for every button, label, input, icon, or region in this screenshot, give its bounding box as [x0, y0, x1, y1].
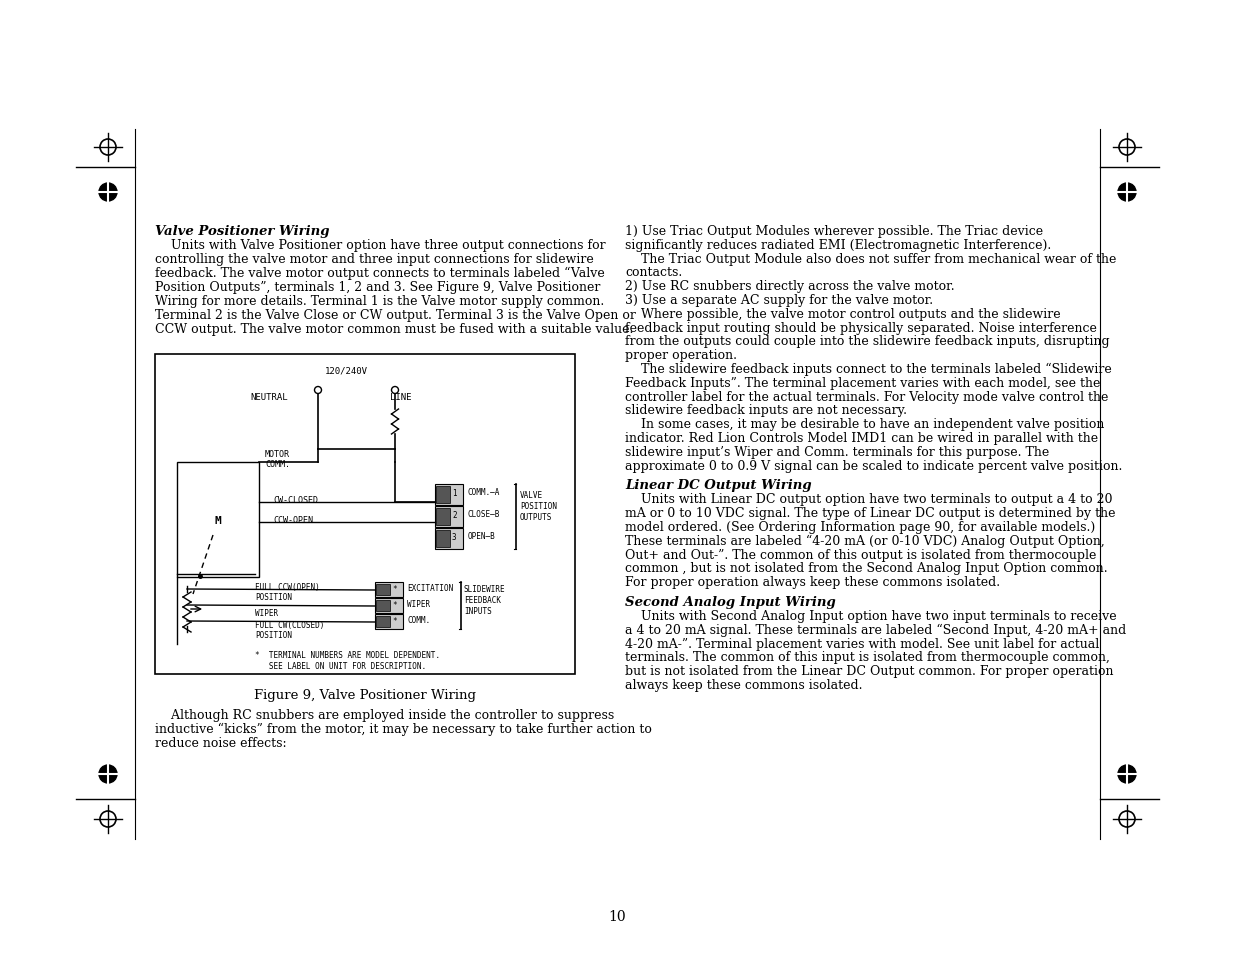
Text: 3) Use a separate AC supply for the valve motor.: 3) Use a separate AC supply for the valv…: [625, 294, 934, 307]
Text: 10: 10: [608, 909, 626, 923]
Text: NEUTRAL: NEUTRAL: [249, 393, 288, 401]
Text: feedback. The valve motor output connects to terminals labeled “Valve: feedback. The valve motor output connect…: [156, 267, 605, 280]
Text: Valve Positioner Wiring: Valve Positioner Wiring: [156, 225, 330, 237]
Text: CLOSE–B: CLOSE–B: [468, 510, 500, 518]
Text: terminals. The common of this input is isolated from thermocouple common,: terminals. The common of this input is i…: [625, 651, 1110, 663]
Text: For proper operation always keep these commons isolated.: For proper operation always keep these c…: [625, 576, 1000, 589]
Text: CCW output. The valve motor common must be fused with a suitable value.: CCW output. The valve motor common must …: [156, 323, 634, 335]
Text: 3: 3: [452, 533, 457, 541]
Bar: [375, 582, 403, 598]
Text: SLIDEWIRE
FEEDBACK
INPUTS: SLIDEWIRE FEEDBACK INPUTS: [464, 584, 505, 616]
Text: approximate 0 to 0.9 V signal can be scaled to indicate percent valve position.: approximate 0 to 0.9 V signal can be sca…: [625, 459, 1123, 472]
Text: Position Outputs”, terminals 1, 2 and 3. See Figure 9, Valve Positioner: Position Outputs”, terminals 1, 2 and 3.…: [156, 281, 600, 294]
Text: 4-20 mA-”. Terminal placement varies with model. See unit label for actual: 4-20 mA-”. Terminal placement varies wit…: [625, 637, 1099, 650]
Bar: [435, 484, 463, 505]
Text: Where possible, the valve motor control outputs and the slidewire: Where possible, the valve motor control …: [625, 308, 1061, 320]
Text: OPEN–B: OPEN–B: [468, 532, 495, 540]
Text: *: *: [391, 584, 396, 594]
Text: FULL CCW(OPEN): FULL CCW(OPEN): [254, 582, 320, 592]
Text: *  TERMINAL NUMBERS ARE MODEL DEPENDENT.
   SEE LABEL ON UNIT FOR DESCRIPTION.: * TERMINAL NUMBERS ARE MODEL DEPENDENT. …: [254, 650, 440, 670]
Text: POSITION: POSITION: [254, 593, 291, 601]
Text: LINE: LINE: [390, 393, 411, 401]
Text: Feedback Inputs”. The terminal placement varies with each model, see the: Feedback Inputs”. The terminal placement…: [625, 376, 1100, 390]
Text: indicator. Red Lion Controls Model IMD1 can be wired in parallel with the: indicator. Red Lion Controls Model IMD1 …: [625, 432, 1098, 444]
Text: 2) Use RC snubbers directly across the valve motor.: 2) Use RC snubbers directly across the v…: [625, 280, 955, 293]
Text: model ordered. (See Ordering Information page 90, for available models.): model ordered. (See Ordering Information…: [625, 520, 1095, 534]
Bar: [436, 486, 450, 503]
Text: In some cases, it may be desirable to have an independent valve position: In some cases, it may be desirable to ha…: [625, 417, 1104, 431]
Text: significantly reduces radiated EMI (Electromagnetic Interference).: significantly reduces radiated EMI (Elec…: [625, 238, 1051, 252]
Text: inductive “kicks” from the motor, it may be necessary to take further action to: inductive “kicks” from the motor, it may…: [156, 722, 652, 736]
Text: slidewire input’s Wiper and Comm. terminals for this purpose. The: slidewire input’s Wiper and Comm. termin…: [625, 445, 1050, 458]
Bar: [156, 355, 576, 675]
Text: Units with Linear DC output option have two terminals to output a 4 to 20: Units with Linear DC output option have …: [625, 493, 1113, 506]
Circle shape: [1118, 765, 1136, 783]
Text: controlling the valve motor and three input connections for slidewire: controlling the valve motor and three in…: [156, 253, 594, 266]
Text: contacts.: contacts.: [625, 266, 682, 279]
Bar: [375, 598, 403, 614]
Text: COMM.–A: COMM.–A: [468, 488, 500, 497]
Text: The slidewire feedback inputs connect to the terminals labeled “Slidewire: The slidewire feedback inputs connect to…: [625, 363, 1112, 375]
Circle shape: [1118, 184, 1136, 202]
Text: Figure 9, Valve Positioner Wiring: Figure 9, Valve Positioner Wiring: [254, 688, 475, 701]
Bar: [375, 584, 390, 596]
Text: controller label for the actual terminals. For Velocity mode valve control the: controller label for the actual terminal…: [625, 390, 1108, 403]
Text: EXCITATION: EXCITATION: [408, 583, 453, 593]
Bar: [375, 615, 403, 629]
Text: Units with Second Analog Input option have two input terminals to receive: Units with Second Analog Input option ha…: [625, 609, 1116, 622]
Text: Terminal 2 is the Valve Close or CW output. Terminal 3 is the Valve Open or: Terminal 2 is the Valve Close or CW outp…: [156, 309, 636, 322]
Text: 120/240V: 120/240V: [325, 367, 368, 375]
Text: common , but is not isolated from the Second Analog Input Option common.: common , but is not isolated from the Se…: [625, 562, 1108, 575]
Circle shape: [99, 184, 117, 202]
Text: WIPER: WIPER: [408, 599, 430, 608]
Bar: [436, 531, 450, 547]
Text: M: M: [215, 516, 221, 525]
Text: VALVE
POSITION
OUTPUTS: VALVE POSITION OUTPUTS: [520, 491, 557, 521]
Text: feedback input routing should be physically separated. Noise interference: feedback input routing should be physica…: [625, 321, 1097, 335]
Text: *: *: [391, 600, 396, 609]
Text: CCW-OPEN: CCW-OPEN: [273, 516, 312, 524]
Circle shape: [203, 503, 233, 536]
Text: FULL CW(CLOSED): FULL CW(CLOSED): [254, 620, 325, 629]
Text: mA or 0 to 10 VDC signal. The type of Linear DC output is determined by the: mA or 0 to 10 VDC signal. The type of Li…: [625, 507, 1115, 519]
Text: a 4 to 20 mA signal. These terminals are labeled “Second Input, 4-20 mA+ and: a 4 to 20 mA signal. These terminals are…: [625, 623, 1126, 637]
Text: slidewire feedback inputs are not necessary.: slidewire feedback inputs are not necess…: [625, 404, 906, 417]
Bar: [375, 617, 390, 627]
Text: Wiring for more details. Terminal 1 is the Valve motor supply common.: Wiring for more details. Terminal 1 is t…: [156, 294, 604, 308]
Text: reduce noise effects:: reduce noise effects:: [156, 737, 287, 749]
Text: Linear DC Output Wiring: Linear DC Output Wiring: [625, 479, 811, 492]
Text: COMM.: COMM.: [408, 616, 430, 624]
Text: Units with Valve Positioner option have three output connections for: Units with Valve Positioner option have …: [156, 239, 605, 252]
Text: Although RC snubbers are employed inside the controller to suppress: Although RC snubbers are employed inside…: [156, 708, 614, 721]
Text: WIPER: WIPER: [254, 608, 278, 618]
Text: CW-CLOSED: CW-CLOSED: [273, 496, 317, 504]
Text: Second Analog Input Wiring: Second Analog Input Wiring: [625, 596, 836, 608]
Text: POSITION: POSITION: [254, 630, 291, 639]
Text: 1: 1: [452, 489, 457, 497]
Text: The Triac Output Module also does not suffer from mechanical wear of the: The Triac Output Module also does not su…: [625, 253, 1116, 265]
Text: always keep these commons isolated.: always keep these commons isolated.: [625, 679, 862, 691]
Bar: [436, 509, 450, 525]
Bar: [435, 506, 463, 527]
Text: from the outputs could couple into the slidewire feedback inputs, disrupting: from the outputs could couple into the s…: [625, 335, 1109, 348]
Bar: [375, 600, 390, 612]
Text: MOTOR
COMM.: MOTOR COMM.: [266, 450, 290, 468]
Text: These terminals are labeled “4-20 mA (or 0-10 VDC) Analog Output Option,: These terminals are labeled “4-20 mA (or…: [625, 535, 1105, 547]
Text: proper operation.: proper operation.: [625, 349, 737, 362]
Bar: [177, 462, 259, 578]
Text: 2: 2: [452, 511, 457, 519]
Text: 1) Use Triac Output Modules wherever possible. The Triac device: 1) Use Triac Output Modules wherever pos…: [625, 225, 1044, 237]
Text: Out+ and Out-”. The common of this output is isolated from thermocouple: Out+ and Out-”. The common of this outpu…: [625, 548, 1097, 561]
Bar: [435, 529, 463, 550]
Text: but is not isolated from the Linear DC Output common. For proper operation: but is not isolated from the Linear DC O…: [625, 664, 1114, 678]
Circle shape: [99, 765, 117, 783]
Text: *: *: [391, 617, 396, 625]
